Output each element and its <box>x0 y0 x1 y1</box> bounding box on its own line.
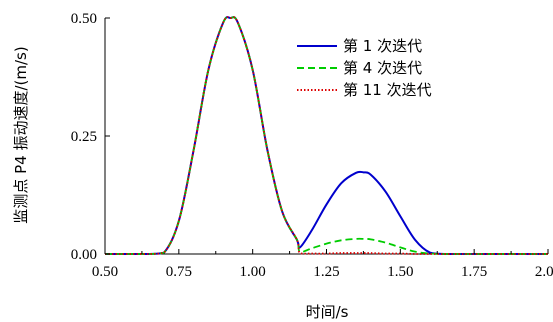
x-tick-label: 2.00 <box>535 264 553 280</box>
y-axis-label: 监测点 P4 振动速度/(m/s) <box>12 46 30 223</box>
x-tick-label: 1.75 <box>461 264 487 280</box>
y-ticks: 0.00 0.25 0.50 <box>71 11 110 263</box>
y-tick-label: 0.50 <box>71 11 97 27</box>
y-tick-label: 0.00 <box>71 247 97 263</box>
x-tick-label: 0.75 <box>166 264 192 280</box>
legend-label-1: 第 1 次迭代 <box>343 37 422 55</box>
x-ticks: 0.50 0.75 1.00 1.25 1.50 1.75 2.00 <box>92 249 553 280</box>
series-line-3 <box>105 16 548 255</box>
legend-label-3: 第 11 次迭代 <box>343 81 432 99</box>
x-tick-label: 0.50 <box>92 264 118 280</box>
plot-lines <box>105 16 548 255</box>
y-tick-label: 0.25 <box>71 129 97 145</box>
series-line-2 <box>105 16 548 255</box>
x-tick-label: 1.00 <box>240 264 266 280</box>
x-tick-label: 1.25 <box>313 264 339 280</box>
axes <box>104 18 548 255</box>
series-line-1 <box>105 16 548 255</box>
x-axis-label: 时间/s <box>306 303 349 321</box>
legend-label-2: 第 4 次迭代 <box>343 59 422 77</box>
x-tick-label: 1.50 <box>387 264 413 280</box>
